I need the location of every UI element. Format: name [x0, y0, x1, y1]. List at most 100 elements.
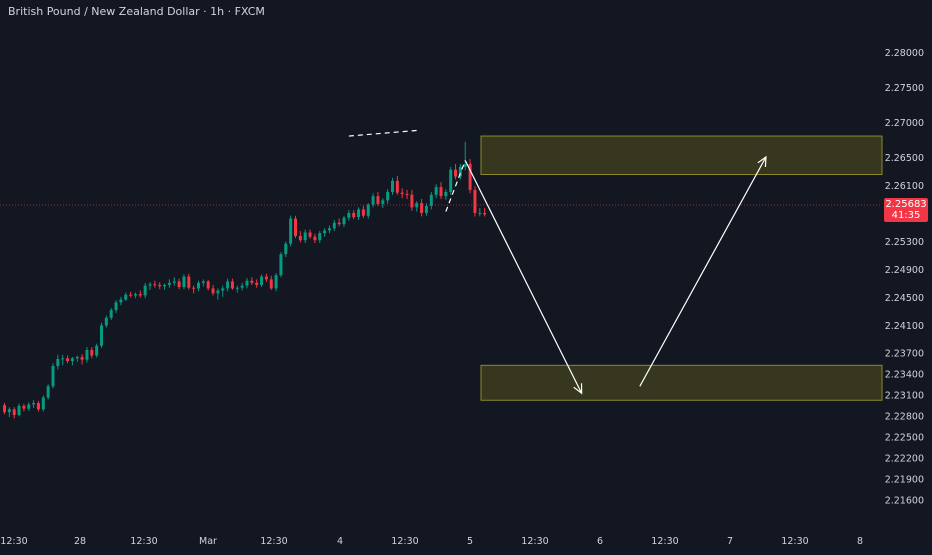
candle-body — [245, 280, 249, 286]
candle-body — [17, 405, 21, 415]
candle-body — [410, 194, 414, 208]
candle-body — [114, 302, 118, 311]
candle-body — [366, 204, 370, 216]
interval-label: 1h — [210, 5, 225, 18]
candle-body — [66, 358, 70, 362]
candle-body — [177, 281, 181, 288]
price-tick-label: 2.24900 — [885, 265, 924, 276]
time-tick-label: 7 — [727, 536, 733, 547]
candle-body — [250, 280, 254, 283]
price-tick-label: 2.27000 — [885, 118, 924, 129]
candle-body — [163, 284, 167, 287]
candle-body — [458, 166, 462, 177]
price-axis[interactable]: 2.28000 2.27500 2.27000 2.26500 2.26100 2.253… — [885, 48, 924, 506]
candle-body — [41, 397, 45, 410]
candle-body — [153, 284, 157, 286]
candles-layer — [3, 141, 487, 419]
candle-body — [56, 359, 60, 367]
candle-body — [211, 288, 215, 294]
candle-body — [420, 203, 424, 213]
candle-body — [7, 409, 11, 413]
time-tick-label: 12:30 — [130, 536, 157, 547]
price-tick-label: 2.23700 — [885, 349, 924, 360]
candle-body — [415, 203, 419, 208]
candle-body — [361, 209, 365, 216]
price-tick-label: 2.22800 — [885, 412, 924, 423]
candle-body — [284, 243, 288, 255]
candle-body — [61, 358, 65, 360]
candle-body — [323, 230, 327, 234]
candle-body — [279, 254, 283, 276]
candle-body — [197, 282, 200, 289]
candle-body — [347, 212, 351, 218]
candle-body — [429, 194, 433, 206]
symbol-title: British Pound / New Zealand Dollar — [8, 5, 200, 18]
time-tick-label: 12:30 — [521, 536, 548, 547]
candle-body — [478, 212, 482, 214]
candle-body — [216, 290, 220, 294]
candle-body — [119, 299, 123, 303]
price-tick-label: 2.26500 — [885, 153, 924, 164]
candle-body — [85, 349, 89, 360]
candle-body — [226, 281, 230, 289]
bar-countdown: 41:35 — [891, 210, 921, 221]
candle-body — [46, 386, 50, 398]
last-price-badge: 2.25683 41:35 — [884, 198, 928, 222]
source-label: FXCM — [234, 5, 265, 18]
candle-body — [104, 317, 108, 326]
candle-body — [143, 285, 147, 296]
time-tick-label: Mar — [199, 536, 217, 547]
time-tick-label: 12:30 — [781, 536, 808, 547]
time-tick-label: 8 — [857, 536, 863, 547]
candle-body — [424, 205, 428, 213]
candle-body — [192, 287, 196, 289]
time-axis[interactable]: 12:30 28 12:30 Mar 12:30 4 12:30 5 12:30 6 12:30 7 1… — [0, 536, 863, 547]
drawings-layer — [348, 129, 767, 395]
time-tick-label: 4 — [337, 536, 343, 547]
candle-body — [463, 164, 467, 167]
candle-body — [36, 403, 40, 410]
candle-body — [148, 284, 152, 286]
candle-body — [444, 191, 448, 197]
projection-dashed-leg — [445, 160, 466, 212]
candle-body — [182, 276, 186, 288]
candle-body — [255, 282, 259, 285]
candle-body — [318, 233, 322, 241]
price-tick-label: 2.27500 — [885, 83, 924, 94]
time-tick-label: 12:30 — [260, 536, 287, 547]
time-tick-label: 6 — [597, 536, 603, 547]
candle-body — [483, 212, 487, 215]
zones-layer — [480, 135, 883, 401]
candle-body — [75, 356, 79, 359]
candle-body — [100, 325, 103, 346]
candle-body — [303, 232, 307, 241]
candle-body — [473, 189, 477, 213]
resistance-zone — [480, 135, 883, 175]
candle-body — [32, 403, 36, 405]
candle-body — [27, 404, 31, 409]
price-tick-label: 2.21600 — [885, 496, 924, 507]
candle-body — [264, 276, 268, 280]
candle-body — [70, 358, 74, 362]
candle-body — [206, 281, 210, 289]
candle-body — [269, 279, 273, 289]
candle-body — [235, 287, 239, 289]
candle-body — [51, 366, 55, 387]
price-tick-label: 2.28000 — [885, 48, 924, 59]
price-tick-label: 2.23100 — [885, 391, 924, 402]
candle-body — [332, 222, 336, 229]
candle-body — [327, 228, 331, 231]
time-tick-label: 12:30 — [391, 536, 418, 547]
candle-body — [454, 169, 458, 177]
candle-body — [230, 281, 234, 289]
candle-body — [109, 310, 113, 318]
candle-body — [376, 196, 380, 204]
candle-body — [371, 196, 375, 205]
symbol-header[interactable]: British Pound / New Zealand Dollar · 1h … — [8, 5, 265, 18]
header-separator: · — [224, 5, 235, 18]
candle-body — [172, 281, 176, 283]
candle-body — [386, 191, 390, 201]
candle-body — [289, 218, 293, 244]
